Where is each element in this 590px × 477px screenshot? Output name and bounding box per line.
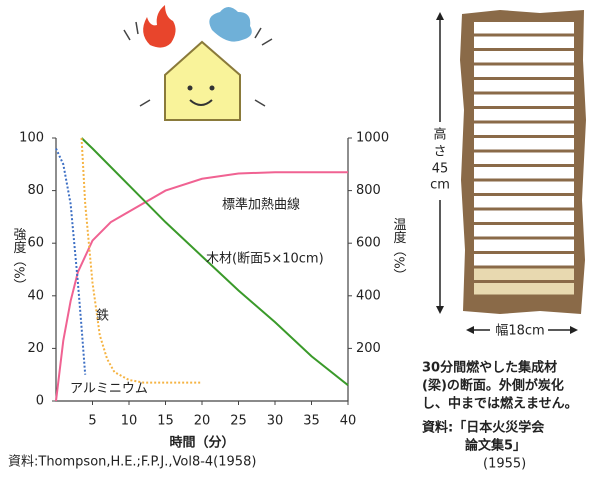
lamina (474, 196, 574, 208)
y-tick-label: 80 (27, 183, 44, 198)
lamina (474, 124, 574, 136)
series-label: アルミニウム (70, 382, 148, 397)
y-tick-label: 60 (27, 236, 44, 251)
source: 論文集5」 (465, 438, 526, 454)
lamina (474, 95, 574, 107)
y-tick-label: 40 (27, 288, 44, 303)
lamina (474, 254, 574, 266)
height-label: cm (430, 178, 450, 193)
y-tick-label: 100 (19, 131, 44, 146)
series-line (56, 149, 85, 375)
lamina (474, 22, 574, 34)
x-tick-label: 35 (303, 414, 320, 429)
lamina (474, 283, 574, 295)
lamina (474, 182, 574, 194)
lamina (474, 153, 574, 165)
x-tick-label: 25 (230, 414, 247, 429)
x-tick-label: 40 (340, 414, 357, 429)
x-axis-label: 時間（分） (169, 435, 234, 451)
source: 資料:「日本火災学会 (422, 420, 545, 436)
series-line (82, 138, 202, 383)
series-label: 標準加熱曲線 (222, 197, 300, 213)
y2-tick-label: 200 (356, 341, 381, 356)
chart-source: 資料:Thompson,H.E.;F.P.J.,Vol8-4(1958) (8, 455, 256, 470)
series-label: 鉄 (96, 309, 109, 324)
lamina (474, 37, 574, 49)
y2-tick-label: 1000 (356, 131, 389, 146)
source: (1955) (483, 457, 526, 472)
y-tick-label: 20 (27, 341, 44, 356)
lamina (474, 225, 574, 237)
y2-tick-label: 600 (356, 236, 381, 251)
height-label: さ (433, 145, 446, 160)
lamina (474, 80, 574, 92)
x-tick-label: 5 (88, 414, 96, 429)
series-line (56, 172, 348, 401)
series-label: 木材(断面5×10cm) (206, 252, 324, 267)
y2-axis-label: 温度（%） (391, 217, 407, 281)
y2-tick-label: 400 (356, 288, 381, 303)
lamina (474, 269, 574, 281)
width-label: 幅18cm (495, 324, 544, 339)
x-tick-label: 10 (121, 414, 138, 429)
lamina (474, 51, 574, 63)
caption: 30分間燃やした集成材 (422, 360, 557, 376)
y-tick-label: 0 (36, 394, 44, 409)
lamina (474, 211, 574, 223)
x-tick-label: 30 (267, 414, 284, 429)
height-label: 高 (433, 127, 446, 143)
lamina (474, 167, 574, 179)
y-axis-label: 強度（%） (11, 227, 27, 291)
height-label: 45 (432, 162, 449, 177)
axis (56, 138, 348, 401)
caption: し、中までは燃えません。 (422, 396, 578, 412)
lamina (474, 109, 574, 121)
x-tick-label: 20 (194, 414, 211, 429)
caption: (梁)の断面。外側が炭化 (422, 378, 564, 394)
lamina (474, 138, 574, 150)
y2-tick-label: 800 (356, 183, 381, 198)
lamina (474, 66, 574, 78)
house-illustration (124, 5, 272, 120)
glulam-section (460, 10, 586, 314)
x-tick-label: 15 (157, 414, 174, 429)
page: 高 さ 45 cm 幅18cm 30分間燃やした集成材 (梁)の断面。外側が炭化… (0, 0, 590, 477)
lamina (474, 240, 574, 252)
